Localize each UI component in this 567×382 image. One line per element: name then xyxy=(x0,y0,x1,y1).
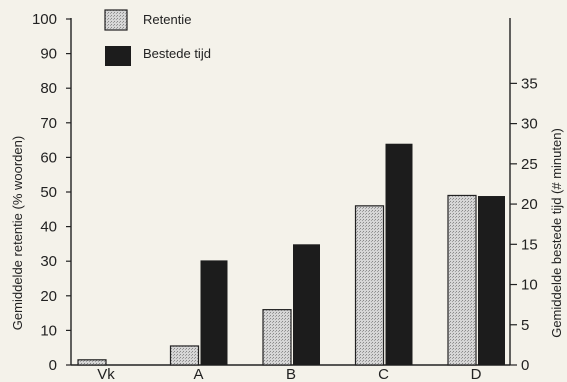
bar-retentie xyxy=(77,359,107,366)
y2-tick-label: 0 xyxy=(521,357,529,374)
y-axis-title: Gemiddelde retentie (% woorden) xyxy=(10,136,25,330)
bar-retentie xyxy=(262,309,292,366)
legend-label-retentie: Retentie xyxy=(143,12,191,27)
y2-tick-label: 15 xyxy=(521,236,538,253)
y-tick-label: 60 xyxy=(40,149,57,166)
bar-bestede-tijd xyxy=(293,244,320,365)
y-tick-label: 90 xyxy=(40,46,57,63)
legend-label-bestede-tijd: Bestede tijd xyxy=(143,46,211,61)
y-tick-label: 40 xyxy=(40,219,57,236)
legend: Retentie Bestede tijd xyxy=(104,9,211,66)
y-tick-label: 30 xyxy=(40,253,57,270)
y2-axis-title: Gemiddelde bestede tijd (# minuten) xyxy=(549,128,564,338)
y2-tick-label: 10 xyxy=(521,277,538,294)
bar-retentie xyxy=(354,205,385,366)
x-tick-label: Vk xyxy=(97,366,115,382)
x-tick-label: B xyxy=(286,366,296,382)
bar-bestede-tijd xyxy=(478,196,505,365)
y-tick-label: 20 xyxy=(40,288,57,305)
y-tick-label: 70 xyxy=(40,115,57,132)
x-tick-label: D xyxy=(471,366,482,382)
y-tick-label: 50 xyxy=(40,184,57,201)
y-tick-label: 0 xyxy=(49,357,57,374)
y-tick-label: 100 xyxy=(32,11,57,28)
legend-swatch-bestede-tijd xyxy=(105,46,131,66)
bars xyxy=(77,143,505,366)
bar-retentie xyxy=(169,345,200,366)
y2-tick-label: 20 xyxy=(521,196,538,213)
y2-tick-label: 30 xyxy=(521,116,538,133)
bar-bestede-tijd xyxy=(385,143,413,365)
x-tick-label: A xyxy=(193,366,203,382)
y2-tick-label: 25 xyxy=(521,156,538,173)
bar-retentie xyxy=(447,194,477,366)
y2-tick-label: 5 xyxy=(521,317,529,334)
y-tick-label: 10 xyxy=(40,322,57,339)
x-tick-label: C xyxy=(378,366,389,382)
legend-swatch-retentie xyxy=(104,9,128,31)
bar-bestede-tijd xyxy=(200,260,228,365)
y2-tick-label: 35 xyxy=(521,75,538,92)
axes: 0 10 20 30 40 50 60 70 80 90 100 0 5 10 15 20 25 30 35 Vk A B… xyxy=(32,11,538,382)
y-tick-label: 80 xyxy=(40,80,57,97)
